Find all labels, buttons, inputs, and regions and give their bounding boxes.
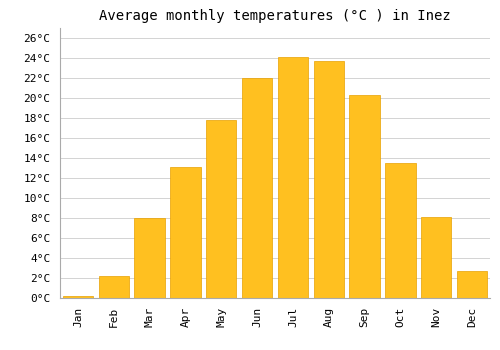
Bar: [385, 163, 416, 298]
Bar: [278, 57, 308, 298]
Bar: [242, 78, 272, 298]
Bar: [457, 271, 488, 298]
Title: Average monthly temperatures (°C ) in Inez: Average monthly temperatures (°C ) in In…: [99, 9, 451, 23]
Bar: [62, 295, 93, 298]
Bar: [314, 61, 344, 297]
Bar: [421, 217, 452, 298]
Bar: [134, 218, 165, 298]
Bar: [206, 120, 236, 298]
Bar: [350, 95, 380, 298]
Bar: [98, 275, 129, 297]
Bar: [170, 167, 200, 298]
